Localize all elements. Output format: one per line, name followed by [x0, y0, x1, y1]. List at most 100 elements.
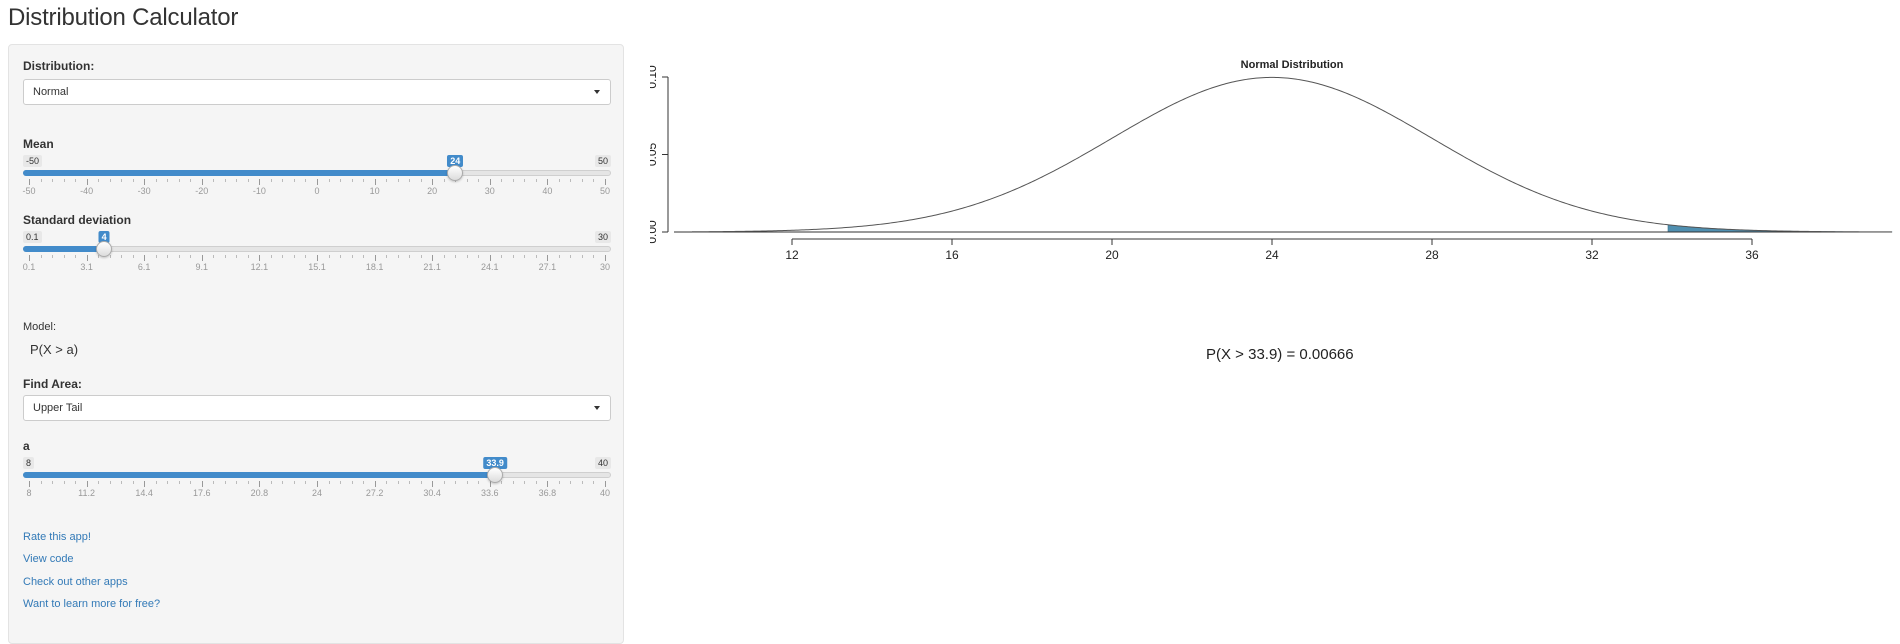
slider-minor-tick: [443, 255, 445, 258]
slider-tick-label: 21.1: [423, 262, 441, 272]
slider-minor-tick: [466, 179, 468, 182]
app-title: Distribution Calculator: [8, 4, 239, 31]
find-area-label: Find Area:: [23, 377, 82, 391]
slider-minor-tick: [282, 481, 284, 484]
normal-distribution-plot: Normal Distribution 0.00 0.05 0.10 12 16 20 24…: [650, 59, 1893, 262]
slider-minor-tick: [132, 179, 134, 182]
slider-minor-tick: [581, 179, 583, 182]
slider-minor-tick: [75, 179, 77, 182]
slider-minor-tick: [75, 481, 77, 484]
find-area-select[interactable]: Upper Tail: [23, 395, 611, 421]
rate-app-link[interactable]: Rate this app!: [23, 531, 91, 543]
slider-minor-tick: [420, 255, 422, 258]
slider-minor-tick: [167, 255, 169, 258]
slider-minor-tick: [570, 255, 572, 258]
slider-minor-tick: [386, 255, 388, 258]
slider-minor-tick: [386, 179, 388, 182]
slider-tick-label: 24.1: [481, 262, 499, 272]
x-tick-label: 28: [1425, 248, 1439, 262]
mean-slider-handle[interactable]: [447, 165, 464, 181]
sd-slider-handle[interactable]: [96, 241, 113, 257]
slider-minor-tick: [351, 255, 353, 258]
learn-more-link[interactable]: Want to learn more for free?: [23, 598, 161, 610]
slider-tick: [317, 179, 318, 185]
mean-label: Mean: [23, 137, 54, 151]
slider-minor-tick: [340, 179, 342, 182]
slider-minor-tick: [409, 179, 411, 182]
sd-slider[interactable]: 0.1 30 0.1 3.1 6.1 9.1 12.1 15.1 18.1 21.1 24.1 27.…: [23, 231, 611, 277]
slider-minor-tick: [443, 481, 445, 484]
slider-tick: [374, 481, 376, 487]
x-tick-label: 12: [785, 248, 799, 262]
slider-minor-tick: [570, 481, 572, 484]
slider-minor-tick: [363, 179, 365, 182]
slider-minor-tick: [340, 481, 342, 484]
slider-tick: [489, 481, 491, 487]
sd-min-label: 0.1: [23, 231, 42, 243]
slider-minor-tick: [98, 481, 100, 484]
slider-tick-label: 30.4: [423, 488, 441, 498]
slider-tick: [432, 255, 434, 261]
slider-minor-tick: [328, 179, 330, 182]
slider-tick-label: 14.4: [135, 488, 153, 498]
slider-tick: [489, 179, 491, 185]
model-formula: P(X > a): [30, 342, 79, 357]
slider-tick-label: -10: [252, 186, 266, 196]
mean-min-label: -50: [23, 155, 43, 167]
a-slider-handle[interactable]: [487, 467, 504, 483]
slider-minor-tick: [501, 179, 503, 182]
mean-slider[interactable]: -50 50 -50 -40 -30 -20 -10 0 10 20 30 40 50 24: [22, 155, 611, 201]
a-value-label: 33.9: [483, 457, 507, 469]
slider-tick-label: 40: [599, 488, 611, 498]
slider-minor-tick: [282, 255, 284, 258]
slider-tick: [374, 179, 376, 185]
slider-tick-label: 27.2: [365, 488, 384, 498]
slider-tick: [317, 481, 318, 487]
slider-tick-label: 8: [26, 488, 32, 498]
slider-minor-tick: [386, 481, 388, 484]
slider-tick-label: 20.8: [250, 488, 269, 498]
slider-minor-tick: [155, 255, 157, 258]
slider-tick: [29, 179, 30, 185]
a-slider[interactable]: 8 40 8 11.2 14.4 17.6 20.8 24 27.2 30.4 33.6 36.8 40…: [23, 457, 611, 503]
slider-minor-tick: [535, 255, 537, 258]
slider-minor-tick: [293, 255, 295, 258]
other-apps-link[interactable]: Check out other apps: [23, 576, 128, 588]
slider-minor-tick: [340, 255, 342, 258]
slider-tick: [547, 179, 549, 185]
slider-minor-tick: [524, 255, 526, 258]
slider-minor-tick: [558, 481, 560, 484]
slider-tick: [489, 255, 491, 261]
slider-minor-tick: [121, 255, 123, 258]
slider-minor-tick: [52, 481, 54, 484]
view-code-link[interactable]: View code: [23, 553, 74, 565]
distribution-select[interactable]: Normal: [23, 79, 611, 105]
x-tick-label: 36: [1745, 248, 1759, 262]
slider-minor-tick: [570, 179, 572, 182]
slider-minor-tick: [478, 179, 480, 182]
slider-minor-tick: [167, 179, 169, 182]
slider-minor-tick: [236, 255, 238, 258]
slider-minor-tick: [535, 179, 537, 182]
slider-minor-tick: [535, 481, 537, 484]
slider-tick-label: -20: [195, 186, 209, 196]
slider-minor-tick: [247, 481, 249, 484]
model-label: Model:: [23, 321, 57, 333]
slider-minor-tick: [40, 179, 42, 182]
slider-minor-tick: [52, 255, 54, 258]
slider-minor-tick: [270, 255, 272, 258]
slider-tick: [144, 179, 146, 185]
slider-minor-tick: [98, 255, 100, 258]
slider-tick-label: 27.1: [538, 262, 557, 272]
slider-minor-tick: [63, 481, 65, 484]
slider-minor-tick: [524, 179, 526, 182]
slider-tick: [201, 481, 203, 487]
sidebar-panel: Distribution: Normal Mean -50 50 -50 -40 -30…: [8, 44, 624, 644]
slider-minor-tick: [178, 179, 180, 182]
slider-minor-tick: [247, 179, 249, 182]
slider-tick: [605, 481, 606, 487]
slider-tick-label: 40: [542, 186, 553, 196]
slider-minor-tick: [420, 179, 422, 182]
slider-minor-tick: [121, 481, 123, 484]
mean-slider-fill: [23, 170, 456, 176]
